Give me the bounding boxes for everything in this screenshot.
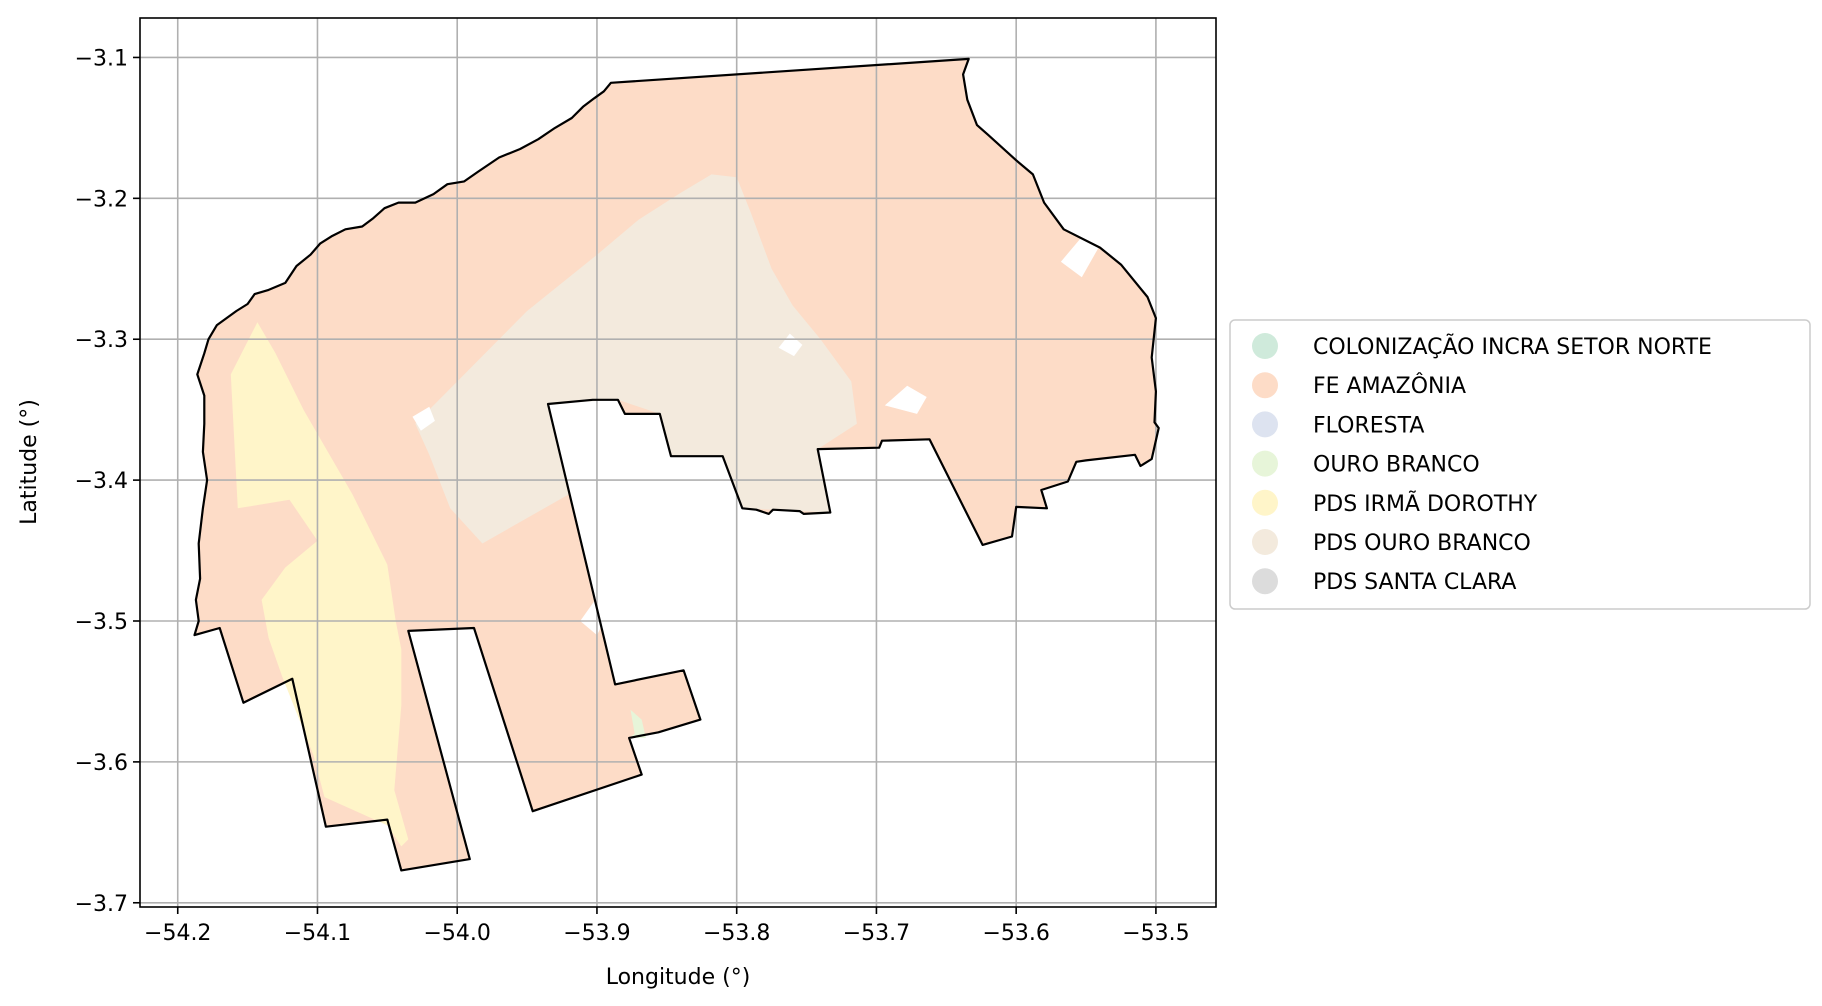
- y-tick-label: −3.2: [75, 187, 128, 212]
- y-tick-label: −3.1: [75, 46, 128, 71]
- x-tick-label: −53.9: [563, 921, 630, 946]
- x-tick-label: −53.5: [1122, 921, 1189, 946]
- legend-marker: [1252, 529, 1278, 555]
- legend-label: FE AMAZÔNIA: [1313, 373, 1466, 399]
- map-gap-6: [412, 406, 435, 431]
- ticks: −54.2 −54.1 −54.0 −53.9 −53.8 −53.7 −53.6 −53.5…: [75, 46, 1190, 946]
- x-axis-label: Longitude (°): [606, 965, 751, 990]
- legend-label: COLONIZAÇÃO INCRA SETOR NORTE: [1313, 333, 1712, 360]
- x-tick-label: −53.8: [703, 921, 770, 946]
- study-area-boundary: [193, 57, 1160, 872]
- map-gap-1: [778, 333, 803, 357]
- y-tick-label: −3.7: [75, 892, 128, 917]
- x-tick-label: −53.6: [982, 921, 1049, 946]
- legend-label: PDS OURO BRANCO: [1313, 531, 1531, 556]
- legend-marker: [1252, 489, 1278, 516]
- legend-marker: [1252, 372, 1278, 399]
- y-tick-label: −3.6: [75, 751, 128, 776]
- y-axis-label: Latitude (°): [17, 399, 42, 525]
- map-gap-7: [705, 459, 729, 479]
- x-tick-label: −54.1: [284, 921, 351, 946]
- legend-marker: [1252, 411, 1278, 438]
- x-tick-label: −53.7: [843, 921, 910, 946]
- gridlines: [140, 18, 1216, 907]
- map-gap-2: [884, 385, 927, 414]
- region-ouro-branco: [629, 709, 646, 738]
- plot-frame: [139, 17, 1217, 908]
- legend: COLONIZAÇÃO INCRA SETOR NORTE FE AMAZÔNIA…: [1229, 319, 1811, 610]
- legend-label: OURO BRANCO: [1313, 453, 1480, 478]
- map-gap-3: [1060, 233, 1099, 278]
- region-pds-ouro-branco: [415, 174, 857, 544]
- x-tick-label: −54.0: [423, 921, 490, 946]
- map-regions: [194, 58, 1159, 871]
- legend-marker: [1252, 450, 1278, 477]
- legend-label: FLORESTA: [1313, 413, 1424, 438]
- y-tick-label: −3.3: [75, 328, 128, 353]
- legend-label: PDS SANTA CLARA: [1313, 570, 1516, 595]
- plot-area: −54.2 −54.1 −54.0 −53.9 −53.8 −53.7 −53.6 −53.5…: [75, 17, 1217, 946]
- boundary-layer: [193, 57, 1160, 872]
- legend-marker: [1252, 568, 1278, 595]
- x-tick-label: −54.2: [144, 921, 211, 946]
- legend-frame: [1229, 319, 1811, 610]
- y-tick-label: −3.4: [75, 469, 128, 494]
- map-gap-4: [939, 494, 965, 524]
- region-pds-irm-dorothy: [230, 322, 409, 847]
- legend-label: PDS IRMÃ DOROTHY: [1313, 490, 1538, 517]
- legend-marker: [1252, 333, 1278, 359]
- region-fe-amaz-nia: [194, 58, 1159, 871]
- y-tick-label: −3.5: [75, 610, 128, 635]
